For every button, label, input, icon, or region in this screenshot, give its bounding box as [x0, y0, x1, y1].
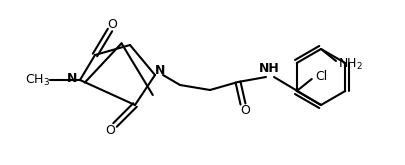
Text: NH: NH: [259, 63, 279, 76]
Text: O: O: [105, 123, 115, 136]
Text: CH$_3$: CH$_3$: [26, 72, 51, 88]
Text: NH$_2$: NH$_2$: [337, 56, 362, 72]
Text: N: N: [67, 71, 77, 84]
Text: N: N: [155, 65, 165, 78]
Text: O: O: [240, 104, 250, 117]
Text: Cl: Cl: [315, 69, 328, 82]
Text: O: O: [107, 18, 117, 32]
